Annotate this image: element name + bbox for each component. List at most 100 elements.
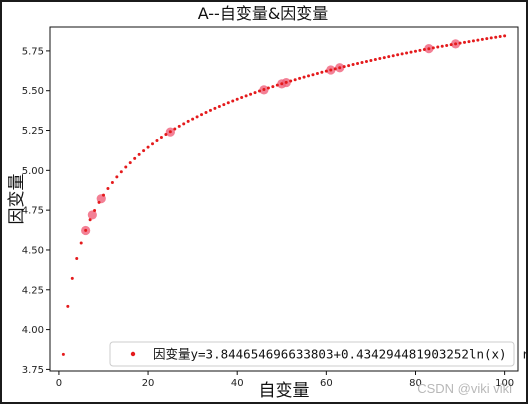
fitted-point	[84, 228, 88, 232]
fitted-point	[97, 200, 101, 204]
fitted-point	[226, 101, 230, 105]
fitted-point	[418, 48, 422, 52]
x-axis-title: 自变量	[259, 381, 310, 401]
fitted-point	[302, 75, 306, 79]
fitted-point	[222, 103, 226, 107]
y-axis-title: 因变量	[7, 174, 27, 225]
legend-box	[109, 341, 515, 367]
fitted-point	[88, 218, 92, 222]
fitted-point	[151, 142, 155, 146]
x-tick-label: 0	[56, 378, 62, 389]
fitted-point	[431, 46, 435, 50]
x-tick-label: 100	[495, 378, 514, 389]
fitted-point	[307, 74, 311, 78]
observed-points	[81, 39, 461, 236]
fitted-point	[271, 85, 275, 89]
fitted-point	[155, 139, 159, 143]
legend: 因变量y=3.844654696633803+0.434294481903252…	[109, 341, 526, 367]
fitted-point	[427, 47, 431, 51]
fitted-point	[436, 45, 440, 49]
fitted-point	[476, 38, 480, 42]
fitted-point	[320, 70, 324, 74]
fitted-point	[217, 104, 221, 108]
fitted-point	[342, 65, 346, 69]
fitted-point	[333, 67, 337, 71]
fitted-point	[298, 76, 302, 80]
y-tick-label: 5.25	[22, 126, 44, 137]
fitted-point	[463, 40, 467, 44]
fitted-point	[257, 89, 261, 93]
fitted-points	[61, 34, 507, 356]
fitted-point	[409, 50, 413, 54]
fitted-point	[159, 135, 163, 139]
fitted-point	[79, 241, 83, 245]
fitted-point	[445, 43, 449, 47]
x-axis-ticks: 0 20 40 60 80 100	[56, 371, 514, 389]
fitted-point	[387, 55, 391, 59]
fitted-point	[93, 209, 97, 213]
fitted-point	[173, 127, 177, 131]
fitted-point	[275, 83, 279, 87]
fitted-point	[249, 92, 253, 96]
y-tick-label: 5.00	[22, 166, 44, 177]
fitted-point	[142, 149, 146, 153]
x-tick-label: 80	[409, 378, 422, 389]
fitted-point	[204, 110, 208, 114]
fitted-point	[235, 97, 239, 101]
fitted-point	[66, 304, 70, 308]
fitted-point	[195, 115, 199, 119]
fitted-point	[391, 54, 395, 58]
fitted-point	[177, 124, 181, 128]
fitted-point	[124, 165, 128, 169]
fitted-point	[400, 52, 404, 56]
fitted-point	[75, 256, 79, 260]
fitted-point	[413, 49, 417, 53]
y-tick-label: 5.50	[22, 86, 44, 97]
x-tick-label: 60	[320, 378, 333, 389]
fitted-point	[396, 53, 400, 57]
fitted-point	[378, 57, 382, 61]
fitted-point	[503, 34, 507, 38]
fitted-point	[191, 117, 195, 121]
y-tick-label: 4.25	[22, 285, 44, 296]
fitted-point	[244, 94, 248, 98]
fitted-point	[454, 42, 458, 46]
fitted-point	[128, 161, 132, 165]
fitted-point	[280, 82, 284, 86]
fitted-point	[284, 80, 288, 84]
y-tick-label: 5.75	[22, 46, 44, 57]
fitted-point	[70, 276, 74, 280]
fitted-point	[266, 86, 270, 90]
fitted-point	[329, 68, 333, 72]
fitted-point	[213, 106, 217, 110]
fitted-point	[485, 37, 489, 41]
fitted-point	[168, 130, 172, 134]
fitted-point	[405, 51, 409, 55]
fitted-point	[338, 66, 342, 70]
fitted-point	[164, 133, 168, 137]
fitted-point	[324, 69, 328, 73]
fitted-point	[489, 36, 493, 40]
fitted-point	[369, 58, 373, 62]
fitted-point	[110, 180, 114, 184]
fitted-point	[253, 91, 257, 95]
fitted-point	[240, 95, 244, 99]
fitted-point	[440, 44, 444, 48]
legend-marker	[130, 351, 136, 357]
fitted-point	[422, 48, 426, 52]
chart-title: A--自变量&因变量	[198, 4, 329, 23]
y-tick-label: 4.75	[22, 206, 44, 217]
fitted-point	[364, 59, 368, 63]
watermark: CSDN @viki viki	[417, 381, 512, 396]
y-axis-ticks: 3.75 4.00 4.25 4.50 4.75 5.00 5.25 5.50 5.75	[22, 46, 50, 376]
fitted-point	[182, 122, 186, 126]
x-tick-label: 20	[142, 378, 155, 389]
fitted-point	[137, 152, 141, 156]
fitted-point	[449, 43, 453, 47]
fitted-point	[480, 37, 484, 41]
y-tick-label: 3.75	[22, 365, 44, 376]
legend-label: 因变量y=3.844654696633803+0.434294481903252…	[153, 347, 526, 362]
fitted-point	[208, 108, 212, 112]
fitted-point	[293, 78, 297, 82]
